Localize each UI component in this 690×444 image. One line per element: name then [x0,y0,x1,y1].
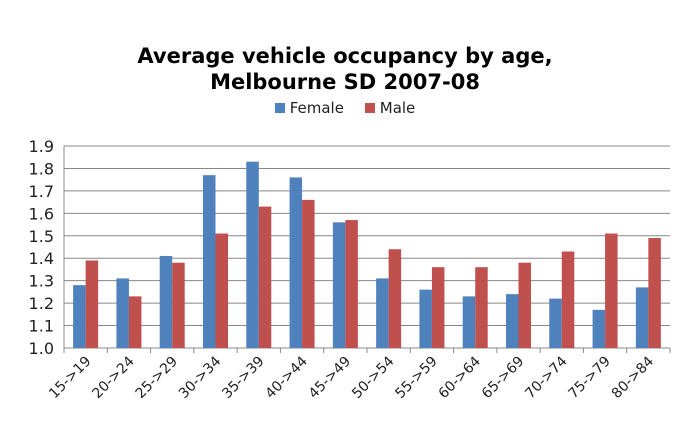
y-tick-label: 1.0 [29,339,54,358]
x-tick-label: 80->84 [609,353,657,401]
legend-label-male: Male [379,99,416,117]
bar-male [388,249,402,348]
bar-male [215,233,228,348]
x-tick-label: 25->29 [133,354,181,402]
bar-female [73,285,86,348]
bar-female [549,298,562,348]
legend-swatch-male [364,103,375,113]
bar-male [172,262,185,348]
bar-female [592,309,606,348]
bar-male [561,251,575,348]
bar-female [289,177,303,348]
bar-female [246,161,259,348]
chart-title: Average vehicle occupancy by age, [137,44,553,68]
bar-female [376,278,389,348]
x-tick-label: 65->69 [479,354,527,402]
bar-female [462,296,476,348]
y-tick-label: 1.8 [29,159,54,178]
bar-female [635,287,649,348]
x-tick-label: 15->19 [46,354,94,402]
y-tick-label: 1.6 [29,204,54,223]
legend-swatch-female [274,103,285,113]
y-tick-label: 1.3 [29,272,54,291]
bar-female [419,289,432,348]
bar-male [431,267,445,348]
bar-male [648,238,661,348]
legend-male: Male [364,99,416,117]
legend-label-female: Female [289,99,344,117]
bar-female [159,255,173,348]
x-tick-label: 55->59 [392,354,440,402]
y-tick-label: 1.7 [29,182,54,201]
x-tick-label: 45->49 [306,354,354,402]
bar-female [506,294,519,348]
bar-male [345,220,358,348]
x-tick-label: 50->54 [349,353,397,401]
y-tick-label: 1.2 [29,294,54,313]
legend: Female Male [0,99,690,117]
x-tick-label: 30->34 [176,353,224,401]
legend-female: Female [274,99,344,117]
bar-male [475,267,488,348]
bar-female [203,175,216,348]
chart-subtitle: Melbourne SD 2007-08 [210,70,480,94]
bar-male [518,262,531,348]
bar-female [332,222,346,348]
x-tick-label: 75->79 [566,354,614,402]
y-tick-label: 1.9 [29,137,54,156]
bar-male [85,260,99,348]
y-tick-label: 1.5 [29,227,54,246]
x-tick-label: 35->39 [219,354,267,402]
x-tick-label: 40->44 [263,353,311,401]
x-tick-label: 20->24 [89,353,137,401]
x-tick-label: 70->74 [522,353,570,401]
bar-male [302,199,315,348]
y-tick-label: 1.4 [29,249,54,268]
bar-female [116,278,129,348]
y-tick-label: 1.1 [29,317,54,336]
bar-male [605,233,618,348]
bar-male [258,206,272,348]
x-tick-label: 60->64 [436,353,484,401]
bar-male [128,296,142,348]
